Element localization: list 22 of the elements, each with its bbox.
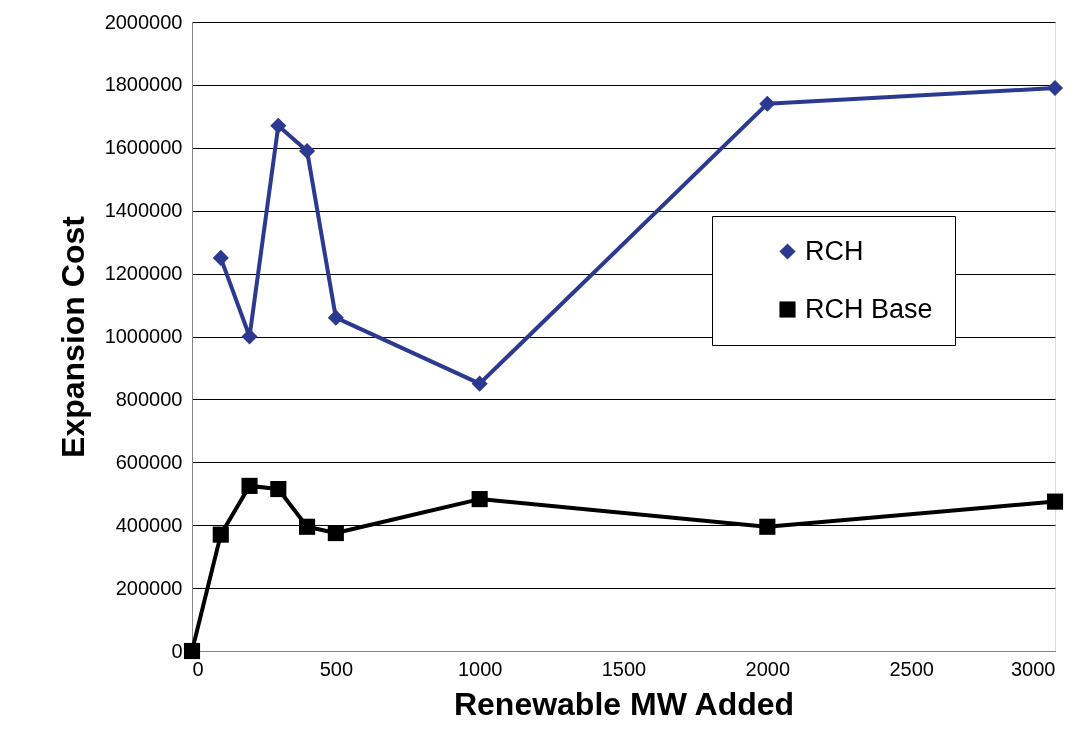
y-tick-label: 1200000 [104,262,183,285]
x-tick-label: 3000 [1011,657,1056,680]
x-tick-label: 2000 [745,657,791,680]
y-tick-label: 1000000 [104,325,183,347]
x-tick-label: 1000 [457,657,503,680]
y-tick-label: 1400000 [104,199,183,222]
y-tick-label: 0 [171,639,183,662]
y-tick-label: 800000 [115,387,183,410]
y-axis-title: Expansion Cost [54,215,91,458]
x-tick-label: 1500 [601,657,647,680]
y-tick-label: 2000000 [104,10,183,33]
legend-label: RCH Base [805,293,933,324]
legend-label: RCH [805,235,864,266]
x-tick-label: 2500 [889,657,934,680]
y-tick-label: 400000 [115,513,183,536]
y-tick-label: 1600000 [104,136,183,159]
y-tick-label: 200000 [115,576,183,599]
y-tick-label: 600000 [115,450,183,473]
x-tick-label: 0 [192,657,204,680]
x-tick-label: 500 [319,657,354,680]
x-axis-title: Renewable MW Added [453,685,795,722]
y-tick-label: 1800000 [104,73,183,96]
